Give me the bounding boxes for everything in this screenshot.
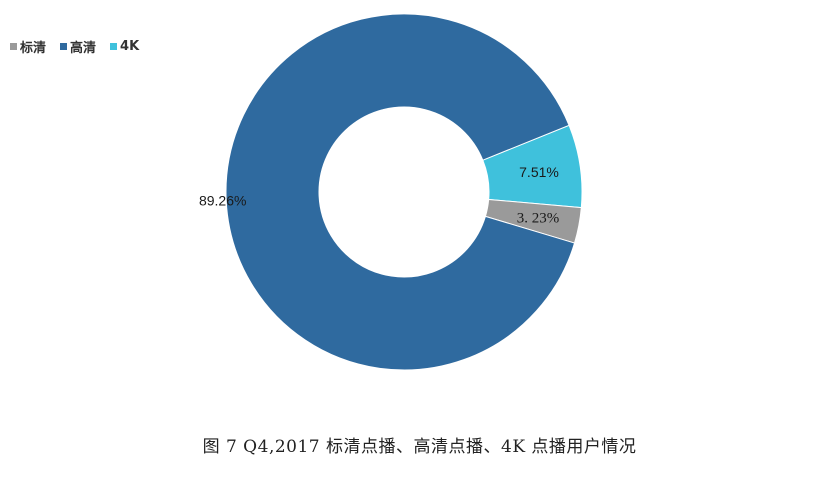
data-label-4k: 7.51% — [519, 164, 559, 180]
legend-label-4k: 4K — [120, 39, 140, 54]
legend-swatch-4k — [110, 43, 118, 50]
legend-swatch-hd — [60, 43, 68, 50]
donut-svg: 7.51% 3. 23% 89.26% — [199, 13, 583, 371]
data-label-sd: 3. 23% — [517, 211, 560, 227]
legend-item-sd: 标清 — [10, 37, 46, 56]
donut-chart: 标清 高清 4K 7.51% 3. 23% 89.26% — [10, 13, 583, 371]
legend-item-4k: 4K — [110, 37, 139, 56]
slice-hd — [225, 13, 576, 371]
legend-swatch-sd — [10, 43, 17, 50]
legend-label-sd: 标清 — [20, 41, 47, 56]
legend-item-hd: 高清 — [60, 37, 96, 56]
legend-label-hd: 高清 — [70, 41, 97, 56]
legend: 标清 高清 4K — [10, 37, 139, 56]
data-label-hd: 89.26% — [199, 192, 246, 208]
figure-caption: 图 7 Q4,2017 标清点播、高清点播、4K 点播用户情况 — [202, 437, 637, 457]
